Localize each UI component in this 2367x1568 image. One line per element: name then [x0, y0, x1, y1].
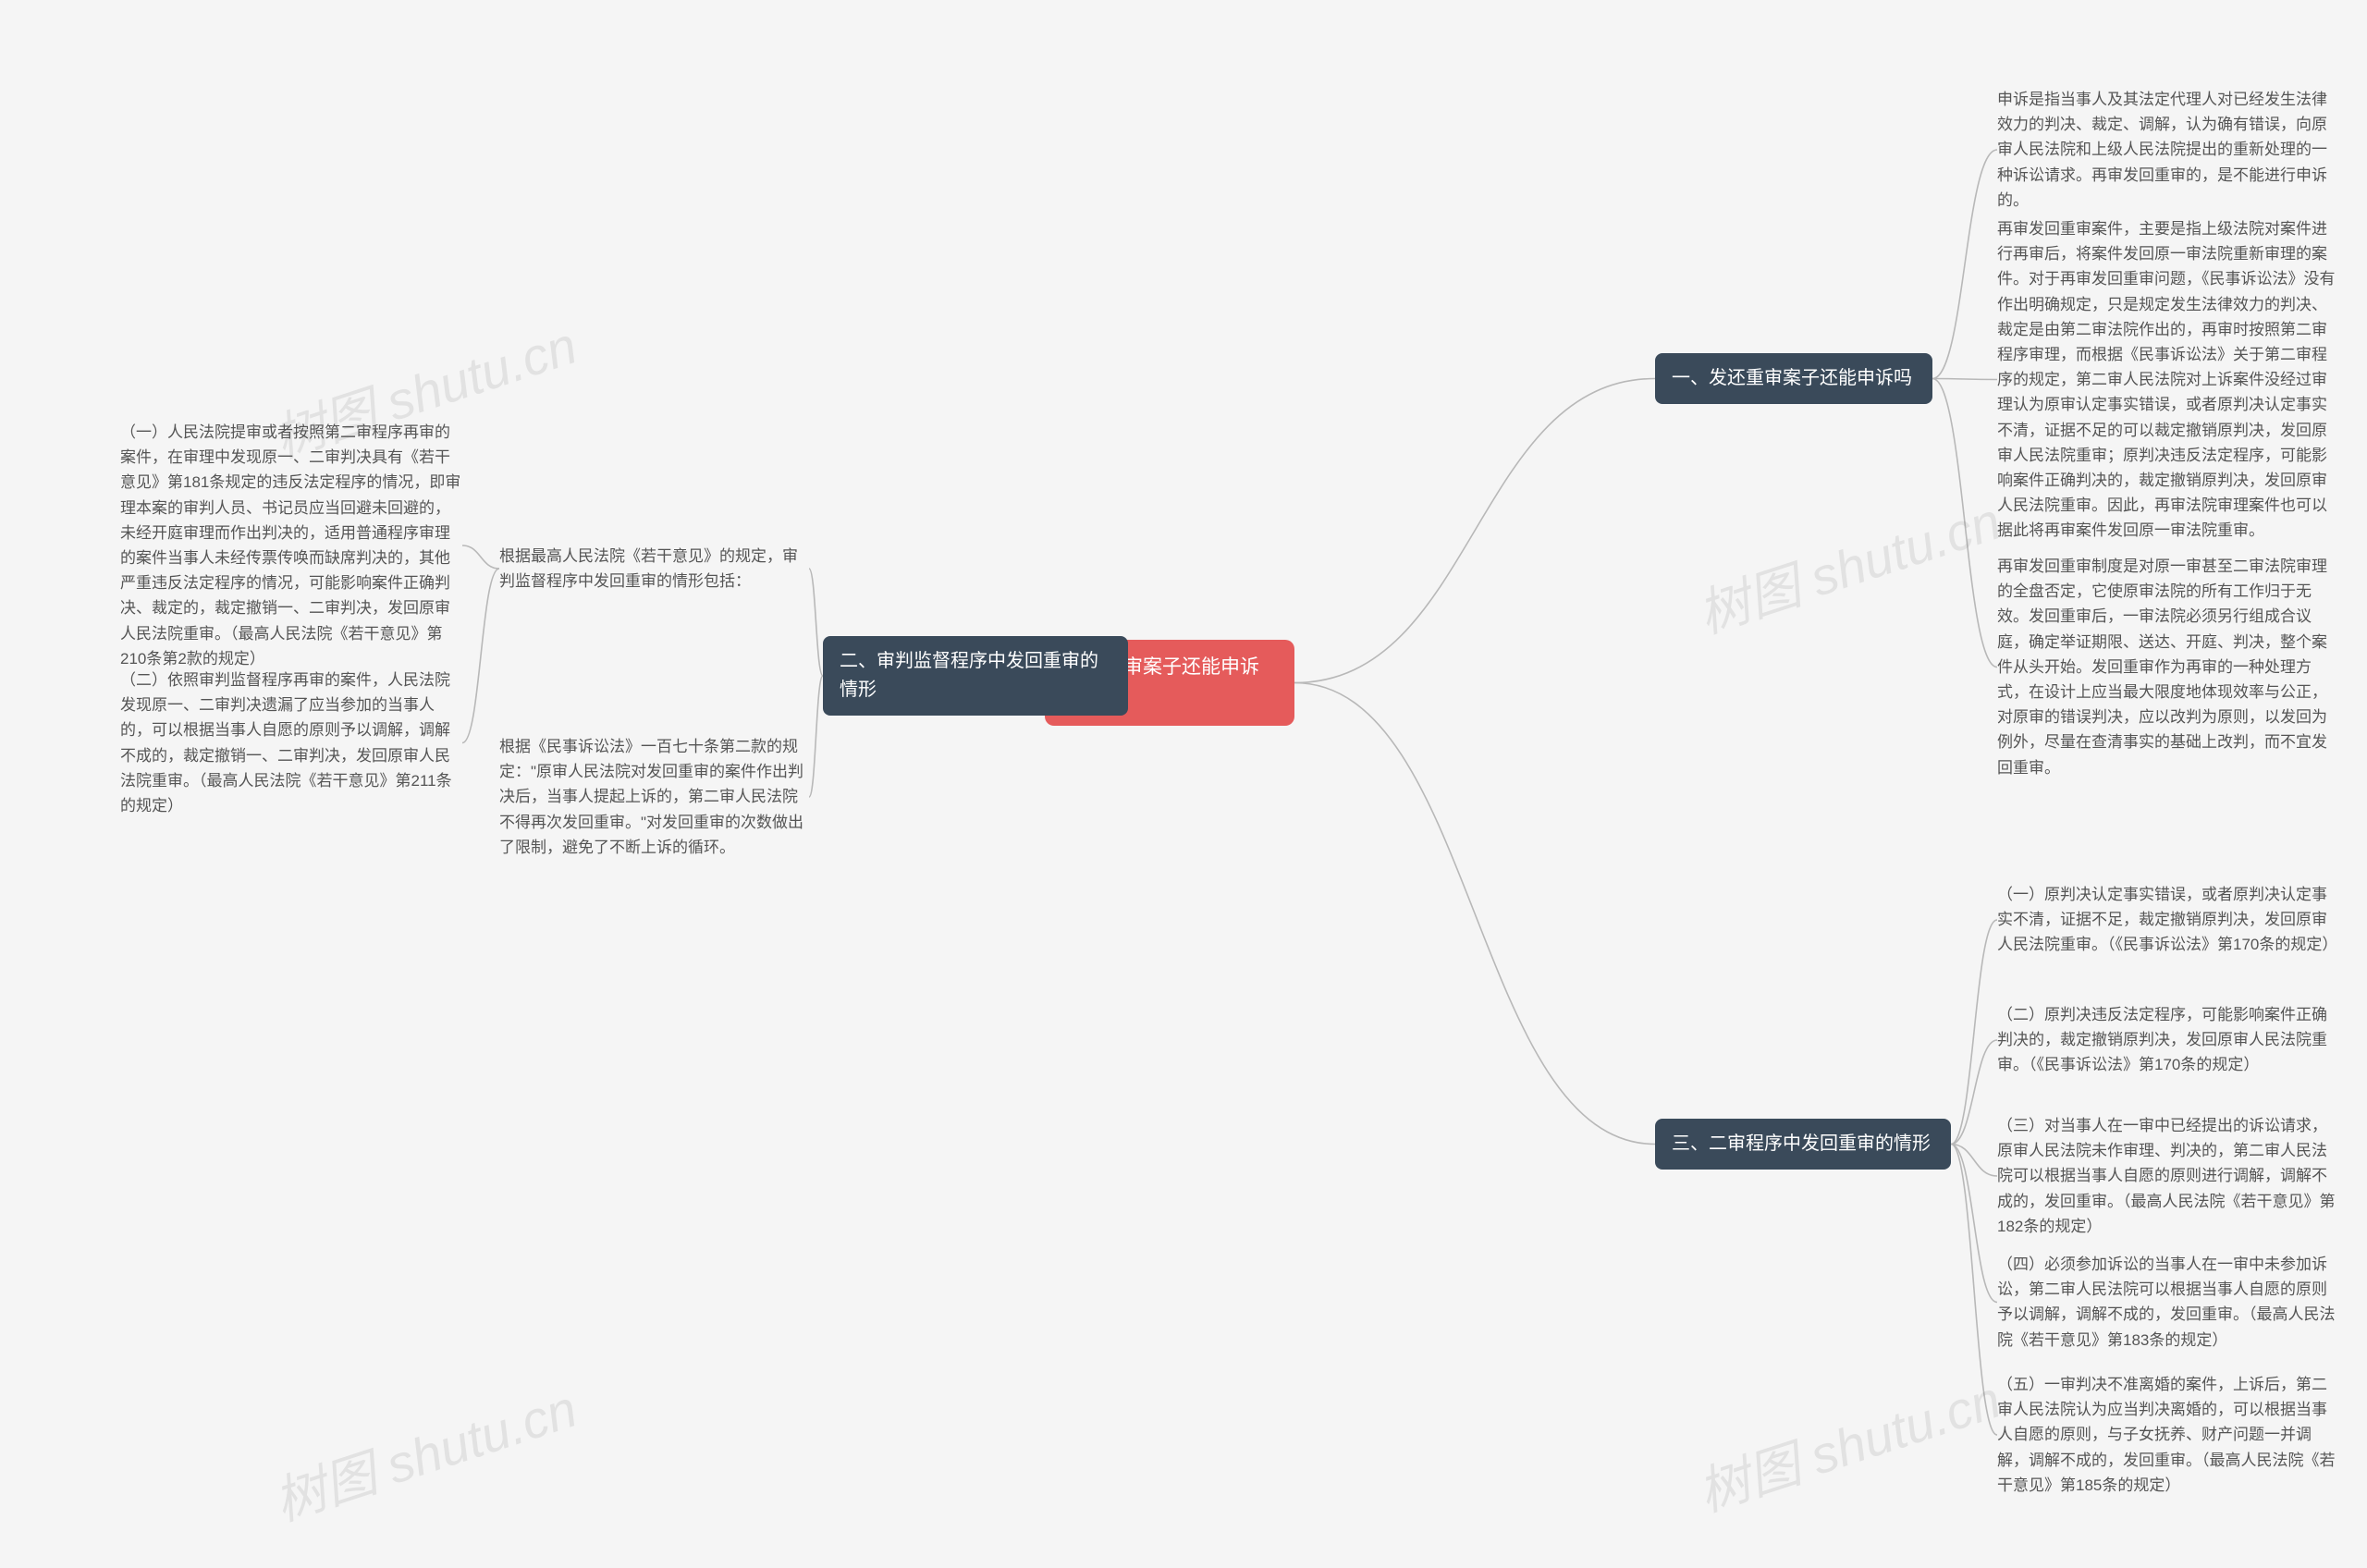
watermark: 树图 shutu.cn	[1687, 1358, 2009, 1526]
branch-3-leaf-4: （四）必须参加诉讼的当事人在一审中未参加诉讼，第二审人民法院可以根据当事人自愿的…	[1997, 1248, 2339, 1356]
branch-3[interactable]: 三、二审程序中发回重审的情形	[1655, 1119, 1951, 1170]
watermark: 树图 shutu.cn	[1687, 480, 2009, 648]
branch-2[interactable]: 二、审判监督程序中发回重审的情形	[823, 636, 1128, 716]
branch-1-leaf-3: 再审发回重审制度是对原一审甚至二审法院审理的全盘否定，它使原审法院的所有工作归于…	[1997, 550, 2339, 784]
branch-3-leaf-5: （五）一审判决不准离婚的案件，上诉后，第二审人民法院认为应当判决离婚的，可以根据…	[1997, 1368, 2339, 1501]
branch-1-leaf-2: 再审发回重审案件，主要是指上级法院对案件进行再审后，将案件发回原一审法院重新审理…	[1997, 213, 2339, 546]
branch-1-leaf-1: 申诉是指当事人及其法定代理人对已经发生法律效力的判决、裁定、调解，认为确有错误，…	[1997, 83, 2339, 216]
branch-3-leaf-1: （一）原判决认定事实错误，或者原判决认定事实不清，证据不足，裁定撤销原判决，发回…	[1997, 878, 2339, 962]
branch-2-leaf-2: （二）依照审判监督程序再审的案件，人民法院发现原一、二审判决遗漏了应当参加的当事…	[120, 664, 462, 822]
mindmap-canvas: 树图 shutu.cn 树图 shutu.cn 树图 shutu.cn 树图 s…	[0, 0, 2367, 1568]
branch-3-leaf-2: （二）原判决违反法定程序，可能影响案件正确判决的，裁定撤销原判决，发回原审人民法…	[1997, 998, 2339, 1082]
branch-3-leaf-3: （三）对当事人在一审中已经提出的诉讼请求，原审人民法院未作审理、判决的，第二审人…	[1997, 1109, 2339, 1243]
branch-2-subhead-1: 根据最高人民法院《若干意见》的规定，审判监督程序中发回重审的情形包括：	[499, 540, 809, 597]
branch-1[interactable]: 一、发还重审案子还能申诉吗	[1655, 353, 1932, 404]
branch-2-leaf-1: （一）人民法院提审或者按照第二审程序再审的案件，在审理中发现原一、二审判决具有《…	[120, 416, 462, 675]
watermark: 树图 shutu.cn	[264, 1367, 585, 1536]
branch-2-subhead-2: 根据《民事诉讼法》一百七十条第二款的规定："原审人民法院对发回重审的案件作出判决…	[499, 730, 809, 864]
